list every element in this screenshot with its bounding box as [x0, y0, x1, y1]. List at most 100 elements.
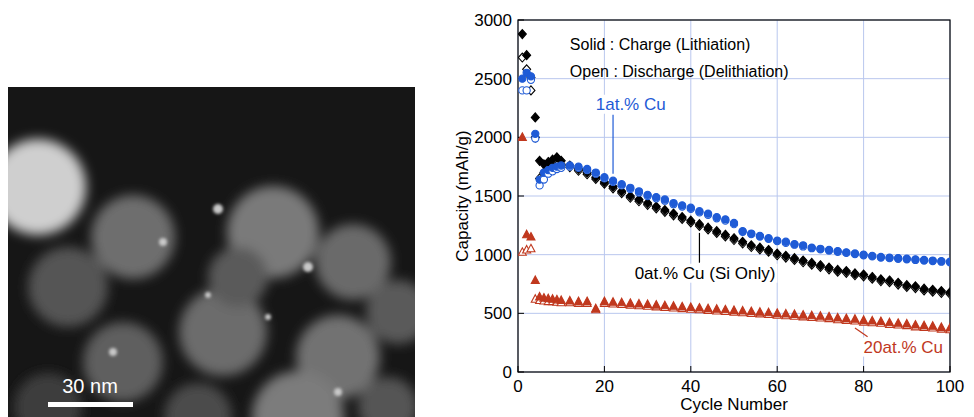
annotations: Solid : Charge (Lithiation)Open : Discha…	[570, 36, 789, 80]
data-point	[886, 318, 894, 326]
data-point	[765, 235, 772, 242]
data-point	[842, 267, 850, 276]
data-point	[756, 243, 764, 252]
data-point	[790, 254, 798, 263]
data-point	[652, 301, 660, 309]
data-point	[748, 230, 755, 237]
data-point	[851, 250, 858, 257]
data-point	[886, 255, 893, 262]
data-point	[730, 219, 737, 226]
data-point	[747, 241, 755, 250]
data-point	[877, 253, 884, 260]
tick-x	[604, 366, 605, 372]
leader-line	[612, 115, 613, 174]
data-point	[782, 238, 789, 245]
tick-label-x: 0	[513, 377, 522, 396]
data-point	[575, 163, 582, 170]
data-point	[696, 208, 703, 215]
data-point	[670, 209, 678, 218]
data-point	[920, 257, 927, 264]
data-point	[618, 298, 626, 306]
data-point	[929, 285, 937, 294]
series-label: 1at.% Cu	[596, 95, 666, 114]
data-point	[678, 302, 686, 310]
plot-frame	[518, 20, 950, 372]
data-point	[601, 174, 608, 181]
data-point	[713, 227, 721, 236]
data-point	[860, 252, 867, 259]
data-point	[938, 258, 945, 265]
data-point	[721, 230, 729, 239]
data-point	[920, 284, 928, 293]
data-point	[911, 321, 919, 329]
data-point	[626, 299, 634, 307]
particle-dot	[265, 314, 271, 320]
data-point	[609, 177, 616, 184]
data-point	[825, 246, 832, 253]
data-point	[774, 237, 781, 244]
data-point	[721, 305, 729, 313]
tick-label-x: 40	[681, 377, 700, 396]
data-point	[704, 223, 712, 232]
data-point	[566, 161, 574, 170]
figure: 30 nm02040608010005001000150020002500300…	[0, 0, 974, 417]
data-layer	[518, 30, 950, 333]
data-point	[912, 256, 919, 263]
data-point	[661, 301, 669, 309]
data-point	[532, 130, 539, 137]
data-point	[765, 245, 773, 254]
data-point	[808, 311, 816, 319]
data-point	[790, 310, 798, 318]
data-point	[808, 244, 815, 251]
data-point	[929, 322, 937, 330]
data-point	[946, 259, 950, 266]
data-point	[843, 249, 850, 256]
data-point	[791, 241, 798, 248]
data-point	[531, 276, 539, 284]
data-point	[687, 216, 695, 225]
data-point	[713, 214, 720, 221]
data-point	[851, 315, 859, 323]
series-labels: 0at.% Cu (Si Only)1at.% Cu20at.% Cu	[594, 95, 945, 357]
particle	[252, 371, 344, 417]
scale-bar	[48, 402, 133, 407]
data-point	[627, 184, 634, 191]
data-point	[877, 254, 884, 261]
label-patch	[862, 338, 945, 357]
data-point	[773, 309, 781, 317]
data-point	[782, 309, 790, 317]
data-point	[592, 169, 599, 176]
data-point	[687, 303, 695, 311]
data-point	[920, 256, 927, 263]
grid-line-y	[518, 254, 950, 255]
data-point	[860, 316, 868, 324]
data-point	[609, 298, 617, 306]
tick-label-x: 80	[854, 377, 873, 396]
data-point	[765, 308, 773, 316]
data-point	[869, 252, 876, 259]
label-patch	[594, 95, 668, 114]
tick-label-y: 2000	[474, 128, 512, 147]
data-point	[618, 181, 625, 188]
data-point	[748, 231, 755, 238]
data-point	[527, 233, 535, 241]
data-point	[938, 258, 945, 265]
data-point	[756, 232, 763, 239]
data-point	[886, 276, 894, 285]
data-point	[929, 258, 936, 265]
data-point	[523, 51, 531, 60]
label-patch	[633, 264, 778, 283]
tick-label-x: 100	[936, 377, 964, 396]
data-point	[816, 261, 824, 270]
data-point	[946, 324, 950, 332]
data-point	[678, 213, 686, 222]
data-point	[527, 73, 534, 80]
data-point	[756, 308, 764, 316]
data-point	[825, 263, 833, 272]
tick-x	[863, 366, 864, 372]
data-point	[679, 202, 686, 209]
particle-dot	[213, 204, 223, 214]
data-point	[704, 304, 712, 312]
data-point	[834, 314, 842, 322]
data-point	[687, 204, 694, 211]
